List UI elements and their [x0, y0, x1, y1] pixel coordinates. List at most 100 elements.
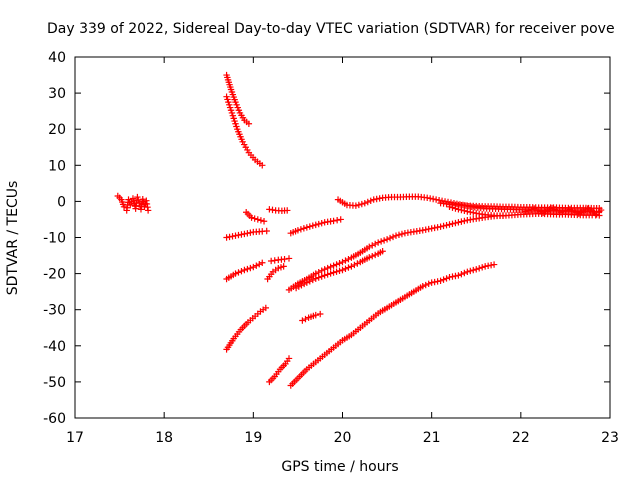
chart-title: Day 339 of 2022, Sidereal Day-to-day VTE… — [47, 21, 615, 37]
data-point — [354, 260, 361, 267]
data-point — [251, 215, 258, 222]
x-tick-label: 22 — [512, 430, 530, 446]
data-point — [487, 261, 495, 269]
data-point — [455, 219, 462, 226]
data-point — [481, 263, 489, 270]
data-point — [259, 259, 266, 266]
data-point — [306, 223, 314, 230]
data-point — [446, 221, 453, 228]
data-point — [351, 261, 358, 269]
data-point — [333, 268, 340, 275]
data-point — [437, 277, 444, 285]
data-point — [358, 200, 366, 208]
data-point — [241, 230, 248, 238]
data-point — [235, 231, 242, 239]
data-point — [303, 279, 311, 286]
data-point — [422, 226, 429, 233]
data-point — [232, 270, 239, 277]
data-point — [467, 208, 474, 216]
y-tick-label: -20 — [43, 267, 66, 283]
data-point — [383, 236, 391, 243]
data-point — [247, 229, 254, 236]
data-point — [470, 266, 477, 274]
data-point — [554, 207, 562, 214]
data-point — [525, 207, 532, 214]
data-point — [434, 278, 441, 285]
data-point — [245, 120, 253, 127]
data-point — [321, 272, 328, 279]
data-point — [478, 264, 486, 271]
y-tick-label: -10 — [43, 231, 66, 247]
data-point — [449, 204, 456, 211]
data-point — [425, 225, 432, 233]
data-point — [259, 162, 266, 169]
data-point — [254, 216, 261, 223]
x-tick-label: 23 — [601, 430, 619, 446]
x-tick-label: 20 — [334, 430, 352, 446]
data-point — [434, 224, 441, 231]
data-point — [419, 227, 426, 234]
data-point — [355, 201, 363, 209]
data-point — [318, 219, 325, 227]
data-point — [528, 206, 535, 213]
data-point — [330, 269, 337, 276]
data-point — [371, 251, 379, 259]
data-point — [321, 266, 328, 273]
data-point — [458, 206, 465, 214]
series-arc-g — [264, 263, 287, 283]
data-point — [300, 225, 308, 232]
series-arc-e — [266, 206, 291, 214]
data-point — [336, 267, 343, 275]
data-point — [440, 276, 447, 283]
data-point — [377, 238, 385, 245]
x-tick-label: 18 — [155, 430, 173, 446]
data-point — [339, 266, 346, 274]
data-point — [461, 207, 468, 214]
data-point — [452, 205, 459, 212]
data-point — [342, 265, 349, 272]
data-point — [336, 260, 343, 267]
data-point — [376, 195, 383, 202]
data-point — [398, 230, 406, 238]
x-tick-label: 17 — [66, 430, 84, 446]
data-point — [333, 216, 341, 224]
y-axis-title: SDTVAR / TECUs — [5, 181, 21, 296]
series-arc-h — [267, 255, 293, 265]
data-point — [352, 202, 360, 209]
data-point — [369, 242, 376, 249]
data-point — [324, 271, 331, 278]
data-point — [432, 196, 440, 203]
y-tick-label: 0 — [57, 194, 66, 210]
data-point — [455, 272, 462, 279]
data-point — [370, 196, 377, 203]
data-point — [569, 207, 577, 214]
data-point — [422, 281, 429, 289]
data-point — [470, 209, 477, 216]
data-point — [299, 317, 306, 324]
data-point — [348, 263, 355, 270]
data-point — [467, 267, 474, 275]
data-point — [551, 206, 559, 213]
data-point — [366, 254, 373, 261]
y-tick-label: -30 — [43, 303, 66, 319]
plot-frame — [74, 56, 611, 419]
y-tick-label: 10 — [48, 158, 66, 174]
data-point — [374, 239, 382, 246]
data-point — [389, 233, 397, 241]
data-point — [241, 266, 248, 274]
data-point — [309, 276, 316, 284]
series-arc-s — [522, 204, 605, 218]
series-arc-q — [437, 200, 603, 212]
data-point — [563, 207, 571, 214]
series-arc-o — [299, 310, 324, 324]
data-point — [557, 209, 565, 216]
series-arc-n — [292, 248, 386, 292]
data-point — [281, 255, 288, 263]
data-point — [312, 275, 319, 282]
data-point — [566, 206, 574, 213]
data-point — [386, 234, 394, 242]
data-point — [327, 270, 334, 277]
data-point — [256, 261, 263, 268]
data-point — [443, 275, 450, 282]
